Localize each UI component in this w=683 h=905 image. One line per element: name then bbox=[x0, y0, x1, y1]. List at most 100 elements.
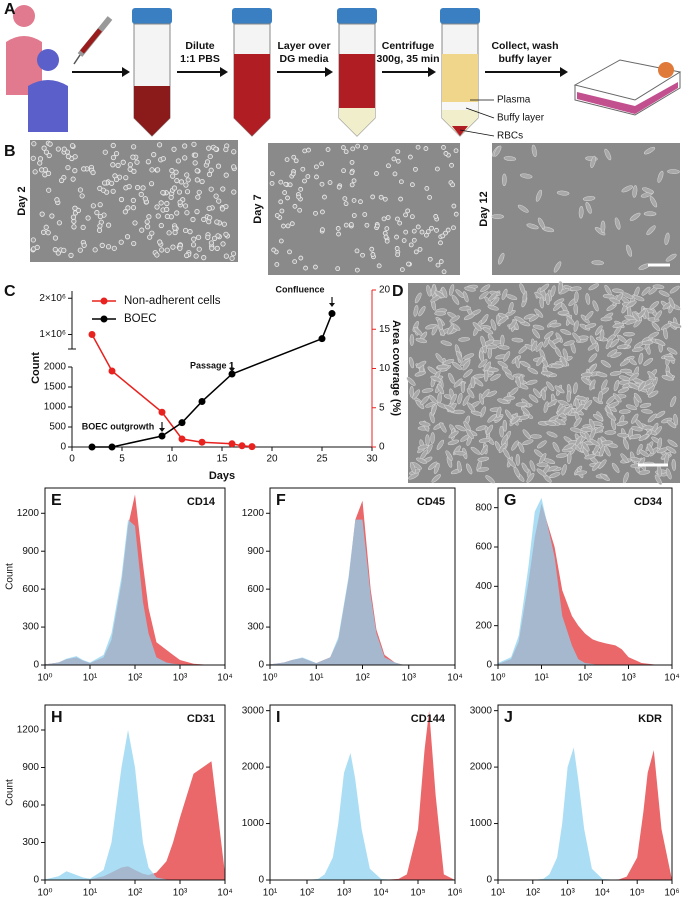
cell bbox=[609, 297, 621, 304]
cell bbox=[174, 210, 180, 216]
cell bbox=[206, 145, 212, 151]
cell bbox=[223, 172, 229, 178]
cell bbox=[540, 370, 553, 376]
chart-title: KDR bbox=[638, 713, 662, 725]
cell bbox=[110, 188, 116, 194]
cell bbox=[604, 148, 612, 161]
cell bbox=[606, 412, 617, 421]
cell bbox=[154, 252, 160, 258]
cell bbox=[403, 212, 408, 218]
cell bbox=[138, 191, 144, 197]
cell bbox=[668, 297, 675, 309]
x-tick-label: 10⁰ bbox=[262, 673, 277, 684]
cell bbox=[535, 189, 543, 202]
cell bbox=[292, 259, 298, 265]
cell bbox=[643, 146, 656, 155]
cell bbox=[415, 224, 421, 230]
cell bbox=[216, 198, 222, 204]
cell bbox=[455, 289, 465, 299]
tube bbox=[132, 8, 172, 137]
cell bbox=[118, 196, 125, 203]
cell bbox=[166, 230, 172, 236]
cell bbox=[526, 223, 539, 230]
cell bbox=[453, 148, 459, 154]
cell bbox=[458, 337, 470, 342]
cell bbox=[130, 197, 136, 203]
cell bbox=[398, 179, 404, 185]
cell bbox=[661, 375, 673, 381]
cell bbox=[549, 472, 561, 478]
histogram-area bbox=[270, 752, 455, 880]
x-tick-label: 10² bbox=[128, 673, 143, 684]
cell bbox=[72, 168, 78, 174]
cell bbox=[453, 211, 459, 217]
cell bbox=[409, 462, 416, 474]
cell bbox=[157, 239, 163, 245]
cell bbox=[605, 338, 613, 350]
cell bbox=[490, 297, 500, 307]
cell bbox=[528, 394, 539, 403]
cell bbox=[649, 301, 659, 310]
panel-label: I bbox=[276, 709, 280, 726]
cell bbox=[654, 474, 663, 485]
cell bbox=[539, 283, 550, 292]
cell bbox=[522, 429, 531, 439]
layer-label: Buffy layer bbox=[497, 113, 545, 124]
y2-tick-label: 20 bbox=[379, 285, 391, 296]
plot-frame bbox=[497, 704, 673, 881]
cell bbox=[561, 464, 567, 476]
cell bbox=[105, 244, 112, 250]
cell bbox=[395, 158, 401, 164]
cell bbox=[151, 152, 157, 158]
cell bbox=[626, 300, 637, 308]
cell bbox=[406, 261, 411, 267]
cell bbox=[592, 300, 599, 312]
cell bbox=[302, 178, 307, 184]
cell bbox=[302, 148, 308, 154]
cell bbox=[629, 372, 640, 381]
cell bbox=[341, 168, 347, 174]
cell bbox=[343, 222, 349, 228]
cell bbox=[558, 281, 563, 294]
x-tick-label: 10³ bbox=[173, 673, 188, 684]
y-tick-label: 2000 bbox=[242, 762, 265, 773]
cell bbox=[290, 171, 296, 177]
cell bbox=[320, 227, 325, 233]
cell bbox=[158, 222, 164, 229]
cell bbox=[40, 229, 47, 235]
x-tick-label: 10¹ bbox=[263, 888, 278, 899]
cell bbox=[223, 231, 229, 237]
cell bbox=[611, 288, 624, 294]
cell bbox=[156, 142, 163, 148]
x-axis-label: Days bbox=[209, 470, 235, 482]
day-label: Day 12 bbox=[478, 191, 490, 226]
cell bbox=[631, 413, 639, 424]
cell bbox=[169, 168, 175, 174]
cell bbox=[417, 444, 430, 450]
cell bbox=[665, 468, 672, 480]
y-tick-label: 1200 bbox=[17, 725, 40, 736]
cell bbox=[47, 141, 53, 147]
x-tick-label: 10⁴ bbox=[217, 673, 232, 684]
panel-label: D bbox=[392, 283, 404, 300]
cell bbox=[582, 196, 596, 202]
cell bbox=[483, 369, 489, 382]
cell bbox=[296, 194, 302, 200]
cell bbox=[569, 286, 582, 291]
cell bbox=[623, 472, 629, 484]
cell bbox=[335, 266, 341, 272]
cell bbox=[532, 328, 541, 339]
cell bbox=[503, 395, 516, 401]
cell bbox=[478, 359, 488, 368]
cell bbox=[41, 145, 47, 151]
cell bbox=[553, 302, 563, 311]
cell bbox=[646, 443, 654, 455]
cell bbox=[370, 252, 376, 257]
cell bbox=[80, 224, 86, 231]
cell bbox=[423, 146, 429, 151]
y-tick-label: 0 bbox=[486, 660, 492, 671]
cell bbox=[666, 419, 677, 429]
cell bbox=[190, 242, 197, 248]
cell bbox=[595, 372, 608, 378]
cell bbox=[536, 355, 544, 366]
